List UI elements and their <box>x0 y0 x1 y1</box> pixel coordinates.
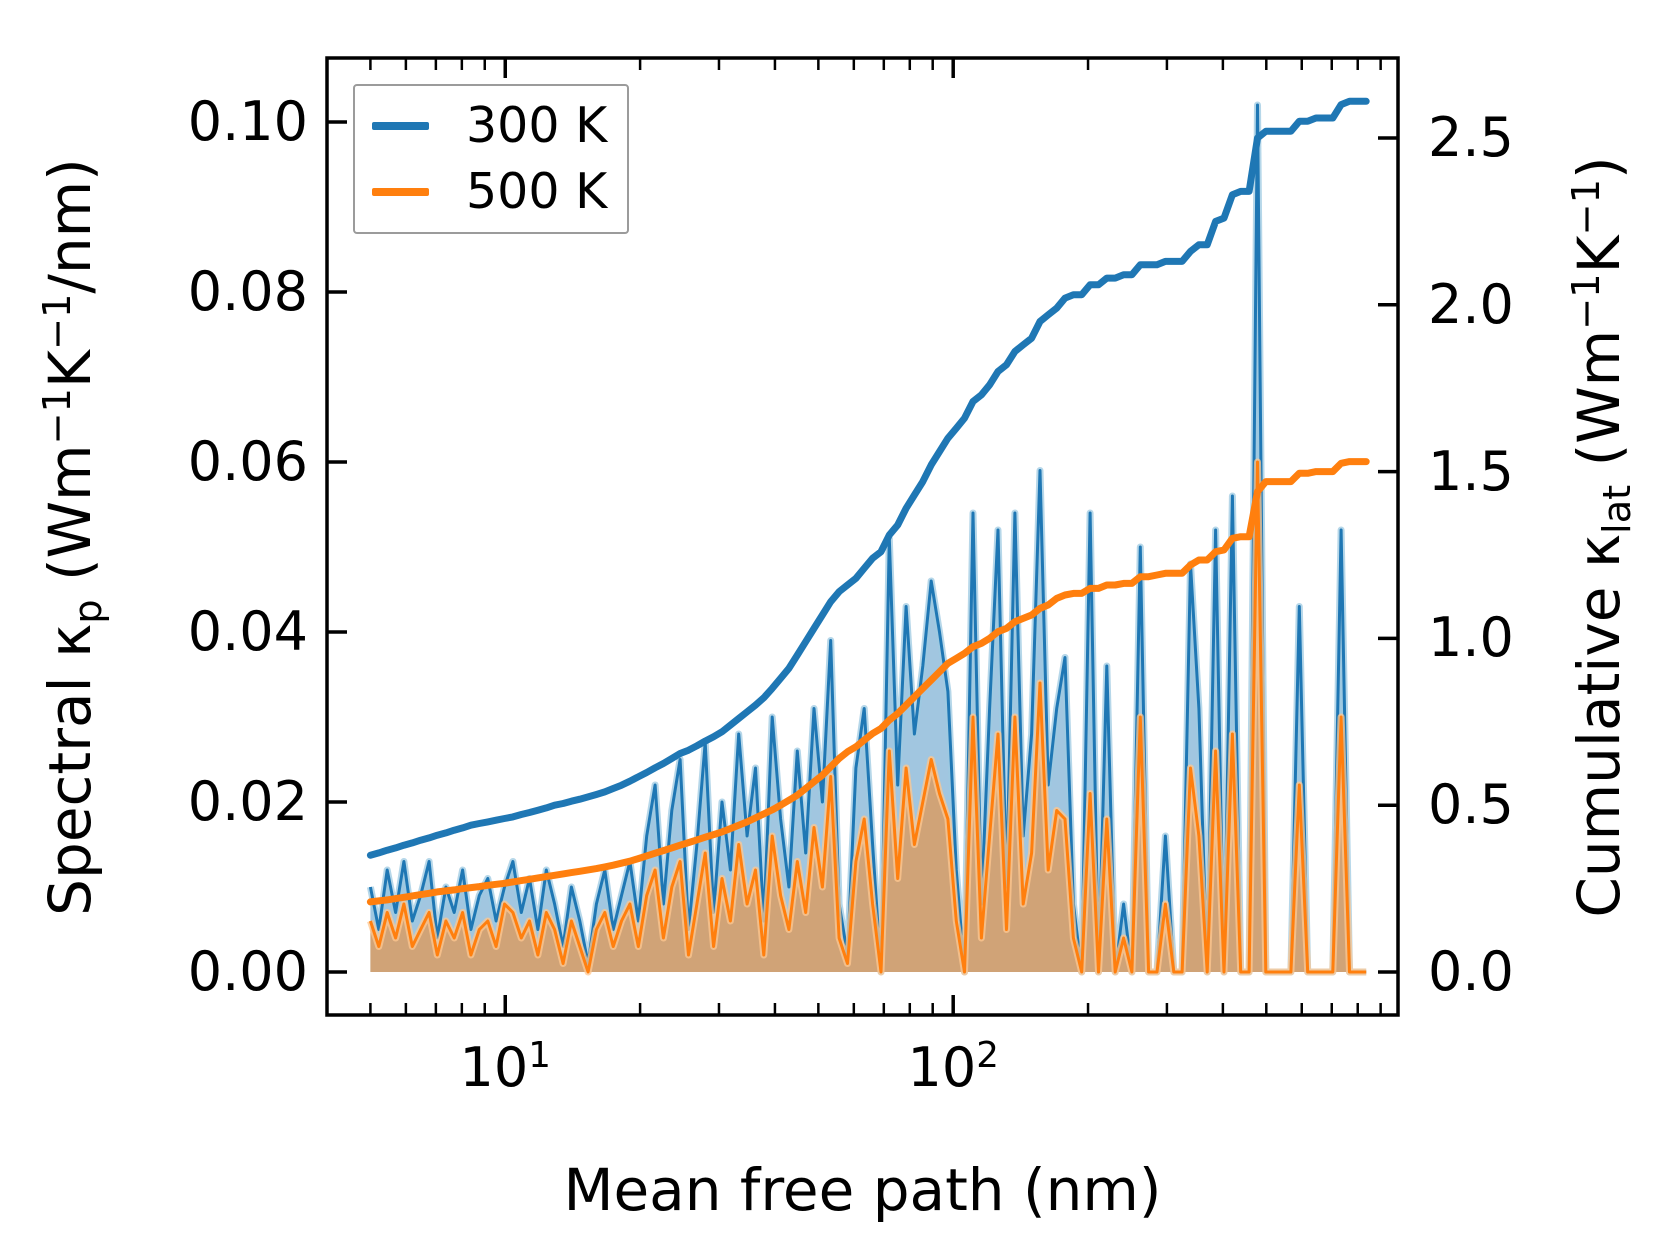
y-right-tick-label-0.5: 0.5 <box>1428 773 1514 837</box>
spectral-line-500K <box>368 460 1367 974</box>
y-right-tick-label-0.0: 0.0 <box>1428 940 1514 1003</box>
legend: 300 K 500 K <box>353 84 629 234</box>
legend-row-300k: 300 K <box>355 100 627 152</box>
y-right-tick-label-1.0: 1.0 <box>1428 606 1514 670</box>
legend-label-300k: 300 K <box>466 97 608 154</box>
y-left-tick-label-0.00: 0.00 <box>187 939 308 1003</box>
legend-line-500k <box>372 188 429 196</box>
plot-spines <box>325 56 1400 1017</box>
cumulative-line-300K <box>366 97 1370 859</box>
x-axis-label: Mean free path (nm) <box>563 1156 1162 1224</box>
y-right-tick-label-2.0: 2.0 <box>1428 272 1514 336</box>
plot-data-layer <box>366 97 1370 976</box>
axes-layer <box>325 56 1400 1017</box>
cumulative-line-500K <box>366 458 1370 906</box>
y-axis-label-left: Spectral κp (Wm−1K−1/nm) <box>35 157 111 916</box>
y-left-tick-label-0.08: 0.08 <box>187 260 308 323</box>
y-axis-label-right: Cumulative κlat (Wm−1K−1) <box>1564 155 1640 918</box>
y-left-tick-label-0.06: 0.06 <box>187 429 308 493</box>
y-right-tick-label-1.5: 1.5 <box>1428 439 1514 503</box>
legend-line-300k <box>372 122 429 130</box>
y-left-tick-label-0.02: 0.02 <box>187 769 308 833</box>
legend-row-500k: 500 K <box>355 166 627 218</box>
y-right-tick-label-2.5: 2.5 <box>1428 105 1514 169</box>
legend-label-500k: 500 K <box>466 163 608 220</box>
x-tick-label-10e2: 102 <box>907 1035 999 1099</box>
y-left-tick-label-0.04: 0.04 <box>187 599 308 663</box>
x-tick-label-10e1: 101 <box>459 1035 551 1099</box>
y-left-tick-label-0.10: 0.10 <box>187 90 308 153</box>
spectral-line-300K <box>368 103 1367 974</box>
